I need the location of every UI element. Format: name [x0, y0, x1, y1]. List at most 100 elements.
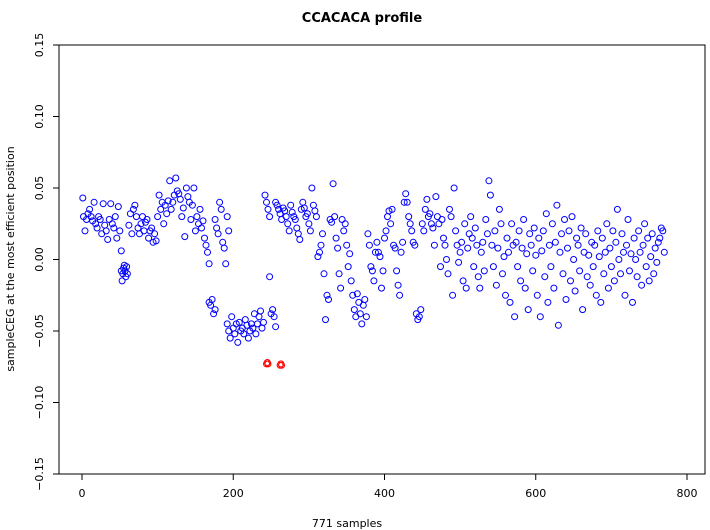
- data-point: [132, 213, 140, 221]
- data-point: [542, 210, 550, 218]
- data-point: [388, 205, 396, 213]
- data-point: [382, 227, 390, 235]
- data-point: [499, 270, 506, 278]
- data-point: [202, 241, 210, 249]
- data-point: [335, 270, 343, 278]
- data-point: [653, 258, 661, 266]
- data-point: [241, 316, 249, 324]
- data-point: [338, 216, 346, 223]
- data-point: [143, 216, 151, 223]
- data-point: [263, 198, 270, 206]
- data-point: [556, 248, 564, 256]
- data-point: [211, 306, 219, 314]
- data-point: [266, 273, 274, 281]
- chart-title: CCACACA profile: [302, 11, 423, 26]
- data-point: [140, 227, 148, 235]
- data-point: [530, 224, 538, 232]
- data-point: [579, 306, 587, 314]
- data-point: [562, 296, 570, 303]
- data-point: [465, 230, 473, 238]
- data-point: [270, 313, 278, 321]
- data-point: [571, 287, 579, 295]
- data-point: [644, 234, 652, 242]
- data-point: [642, 263, 650, 271]
- data-point: [524, 306, 532, 314]
- x-tick-label: 0: [79, 487, 86, 500]
- highlighted-data-point: [264, 360, 272, 368]
- data-point: [323, 291, 331, 299]
- data-point: [340, 227, 348, 235]
- data-point: [309, 201, 317, 209]
- data-point: [450, 184, 458, 192]
- data-point: [541, 273, 549, 281]
- data-point: [111, 213, 119, 221]
- data-point: [235, 318, 243, 326]
- data-point: [471, 224, 479, 232]
- y-axis: −0.15 −0.10 −0.05 0.00 0.05 0.10 0.15: [33, 33, 59, 491]
- data-point: [651, 244, 659, 252]
- data-point: [573, 234, 581, 242]
- data-point: [632, 256, 640, 263]
- data-point: [554, 321, 562, 329]
- data-point: [226, 334, 234, 342]
- y-tick-label: 0.15: [33, 33, 46, 58]
- data-point: [489, 263, 497, 271]
- data-point: [438, 216, 446, 223]
- data-point: [367, 263, 375, 271]
- data-point: [182, 184, 190, 192]
- data-point: [585, 251, 593, 259]
- data-point: [467, 213, 475, 221]
- data-point: [583, 273, 591, 281]
- data-point: [538, 247, 546, 255]
- y-tick-label: −0.15: [33, 457, 46, 491]
- data-point: [105, 216, 113, 223]
- data-point: [92, 220, 100, 228]
- data-point: [639, 241, 647, 249]
- data-point: [630, 234, 638, 242]
- x-axis-label: 771 samples: [312, 517, 382, 530]
- data-point: [440, 234, 447, 242]
- data-point: [627, 250, 635, 258]
- data-point: [521, 284, 529, 292]
- data-point: [364, 230, 372, 238]
- data-point: [624, 216, 632, 223]
- data-point: [102, 227, 110, 235]
- data-point: [359, 301, 367, 309]
- data-point: [123, 263, 131, 271]
- data-point: [96, 216, 104, 223]
- data-point: [126, 210, 134, 218]
- data-point: [128, 230, 136, 238]
- data-point: [79, 194, 87, 202]
- data-point: [610, 277, 618, 285]
- data-point: [523, 250, 531, 258]
- data-point: [314, 253, 322, 261]
- data-point: [86, 205, 94, 213]
- data-point: [217, 205, 225, 213]
- data-point: [435, 220, 443, 228]
- data-point: [208, 296, 216, 303]
- data-point: [606, 244, 614, 252]
- data-point: [449, 291, 457, 299]
- x-tick-label: 800: [677, 487, 698, 500]
- data-point: [437, 263, 444, 271]
- data-point: [455, 258, 463, 266]
- data-point: [618, 230, 626, 238]
- data-point: [551, 238, 559, 246]
- data-point: [332, 234, 340, 242]
- x-axis: 0 200 400 600 800: [79, 474, 698, 500]
- data-point: [548, 220, 556, 228]
- data-point: [179, 204, 187, 212]
- data-point: [287, 201, 295, 209]
- data-point: [405, 213, 413, 221]
- data-point: [601, 248, 609, 256]
- data-point: [353, 290, 361, 298]
- x-tick-label: 400: [374, 487, 395, 500]
- data-point: [420, 227, 428, 235]
- data-point: [394, 281, 402, 289]
- data-point: [231, 330, 239, 338]
- data-point: [347, 277, 355, 285]
- data-point: [257, 307, 264, 315]
- data-point: [470, 263, 478, 271]
- data-point: [356, 310, 364, 318]
- data-point: [633, 273, 641, 281]
